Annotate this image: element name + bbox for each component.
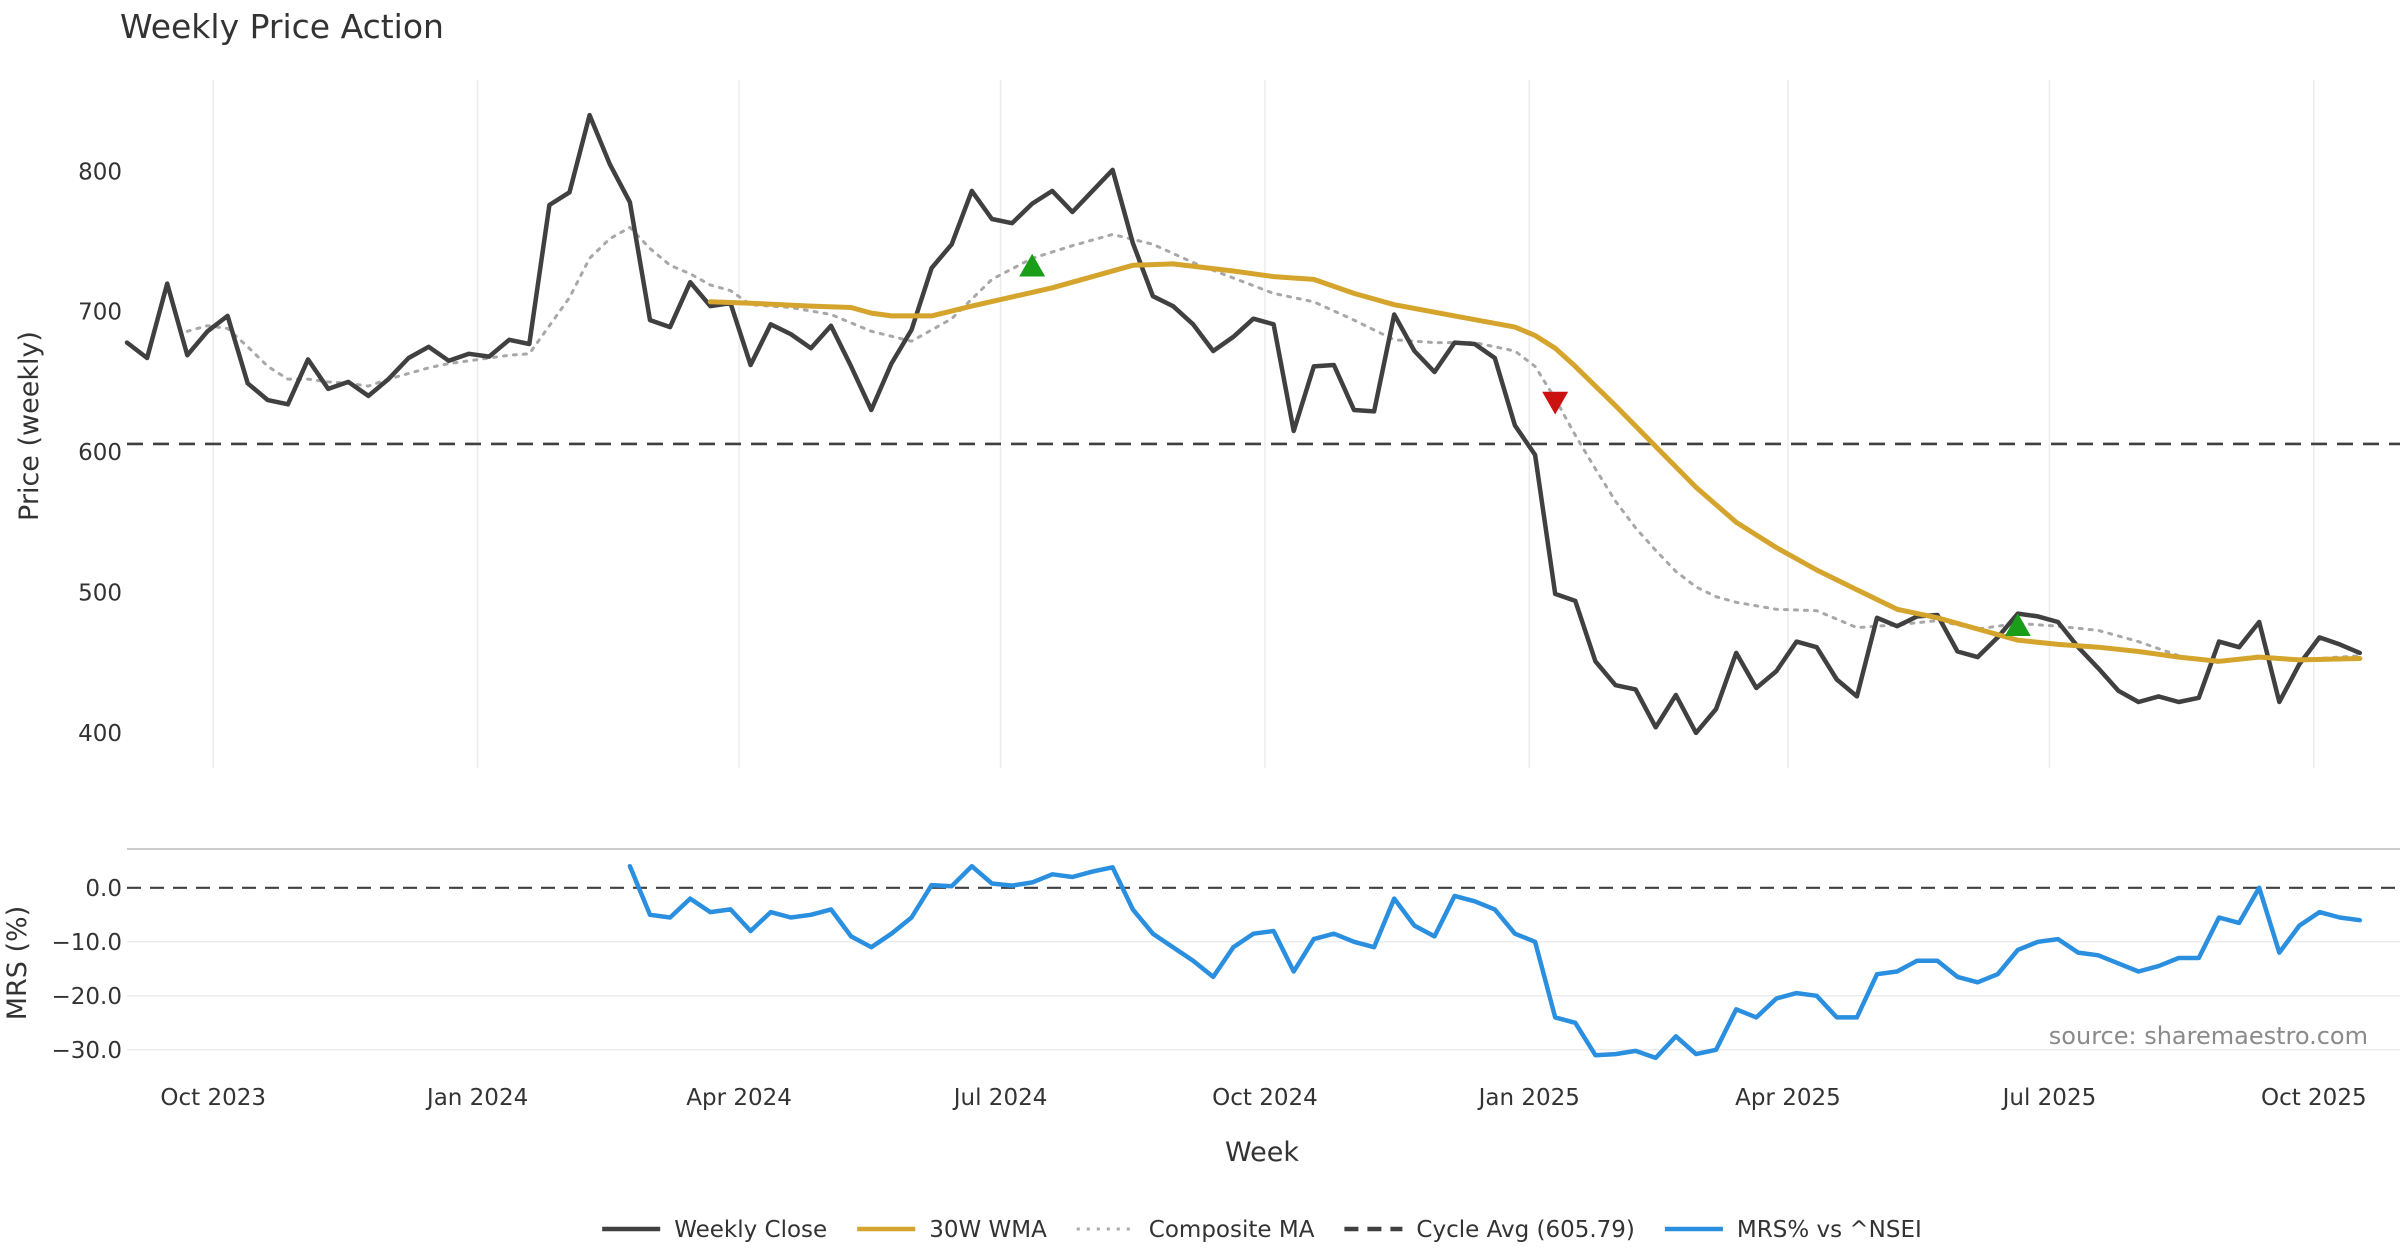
price-y-axis-label: Price (weekly) xyxy=(14,331,45,521)
source-note: source: sharemaestro.com xyxy=(2049,1022,2368,1050)
mrs-y-tick-0: 0.0 xyxy=(85,876,122,902)
price-series-group xyxy=(124,112,2363,736)
mrs-series-group xyxy=(627,863,2363,1061)
sell-signal-marker-1 xyxy=(1542,391,1569,415)
mrs-y-tick-1: −10.0 xyxy=(52,930,122,956)
mrs-y-tick-2: −20.0 xyxy=(52,984,122,1010)
price-y-tick-1: 500 xyxy=(78,580,122,606)
legend-entry-3: Cycle Avg (605.79) xyxy=(1344,1217,1635,1243)
legend-label-1: 30W WMA xyxy=(929,1217,1047,1243)
legend-entry-1: 30W WMA xyxy=(857,1217,1047,1243)
x-tick-label-7: Jul 2025 xyxy=(2001,1085,2097,1111)
mrs-y-ticks: 0.0 −10.0 −20.0 −30.0 xyxy=(52,876,122,1064)
x-axis-ticks: Oct 2023 Jan 2024 Apr 2024 Jul 2024 Oct 2024… xyxy=(160,1085,2366,1111)
legend-label-0: Weekly Close xyxy=(674,1217,827,1243)
series-30w-wma xyxy=(707,261,2363,664)
legend: Weekly Close 30W WMA Composite MA Cycle Avg… xyxy=(602,1217,1922,1243)
mrs-panel-grid xyxy=(127,941,2400,1051)
x-axis-label: Week xyxy=(1225,1137,1299,1168)
x-tick-label-8: Oct 2025 xyxy=(2261,1085,2367,1111)
x-tick-label-2: Apr 2024 xyxy=(686,1085,792,1111)
price-y-tick-3: 700 xyxy=(78,300,122,326)
x-tick-label-5: Jan 2025 xyxy=(1477,1085,1580,1111)
mrs-y-tick-3: −30.0 xyxy=(52,1038,122,1064)
price-panel-grid xyxy=(212,80,2315,768)
legend-entry-2: Composite MA xyxy=(1076,1217,1315,1243)
legend-entry-4: MRS% vs ^NSEI xyxy=(1664,1217,1922,1243)
series-weekly-close xyxy=(124,112,2363,736)
legend-label-4: MRS% vs ^NSEI xyxy=(1737,1217,1922,1243)
legend-label-3: Cycle Avg (605.79) xyxy=(1416,1217,1635,1243)
mrs-y-axis-label: MRS (%) xyxy=(2,906,33,1021)
legend-entry-0: Weekly Close xyxy=(602,1217,827,1243)
series-composite-ma xyxy=(185,225,2362,665)
x-tick-label-1: Jan 2024 xyxy=(425,1085,528,1111)
price-y-tick-4: 800 xyxy=(78,159,122,185)
x-tick-label-3: Jul 2024 xyxy=(952,1085,1048,1111)
price-y-ticks: 400 500 600 700 800 xyxy=(78,159,122,747)
x-tick-label-4: Oct 2024 xyxy=(1212,1085,1318,1111)
chart-title: Weekly Price Action xyxy=(120,7,444,46)
legend-label-2: Composite MA xyxy=(1149,1217,1315,1243)
signal-markers xyxy=(1019,253,2031,636)
price-y-tick-2: 600 xyxy=(78,440,122,466)
x-tick-label-6: Apr 2025 xyxy=(1735,1085,1841,1111)
x-tick-label-0: Oct 2023 xyxy=(160,1085,266,1111)
buy-signal-marker-2 xyxy=(2004,613,2031,636)
price-y-tick-0: 400 xyxy=(78,721,122,747)
buy-signal-marker-0 xyxy=(1019,253,1046,277)
series-mrs-vs-nsei xyxy=(627,863,2363,1061)
